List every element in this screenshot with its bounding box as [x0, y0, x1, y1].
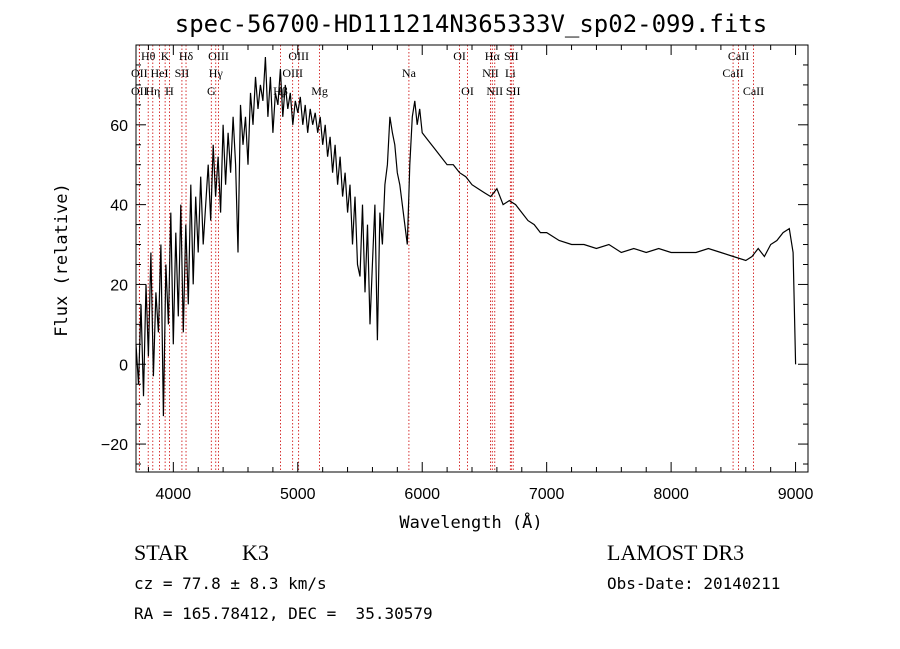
spectral-line-markers [138, 45, 754, 472]
subclass: K3 [242, 540, 269, 565]
line-label-19: Hα [485, 49, 501, 63]
obs-date: Obs-Date: 20140211 [607, 574, 781, 593]
x-tick-label-5: 9000 [778, 486, 814, 503]
line-label-3: K [161, 49, 170, 63]
x-tick-label-3: 7000 [529, 486, 565, 503]
line-label-26: CaII [722, 66, 743, 80]
line-label-1: OII [131, 66, 148, 80]
chart-title: spec-56700-HD111214N365333V_sp02-099.fit… [175, 10, 767, 38]
y-tick-label-0: −20 [101, 437, 128, 454]
y-tick-label-3: 40 [110, 198, 128, 215]
x-axis-label: Wavelength (Å) [399, 511, 542, 533]
y-axis-label: Flux (relative) [52, 183, 72, 337]
line-label-8: H [165, 84, 174, 98]
flux-series-line [135, 56, 797, 417]
line-label-7: SII [175, 66, 190, 80]
line-label-5: Hη [145, 84, 160, 98]
axis-tick-labels: 4000 5000 6000 7000 8000 9000 −20 0 20 40 60 [101, 118, 814, 503]
axis-ticks [136, 45, 808, 472]
line-label-20: SII [504, 49, 519, 63]
x-tick-label-4: 8000 [653, 486, 689, 503]
line-label-13: OIII [282, 66, 303, 80]
x-tick-label-2: 6000 [404, 486, 440, 503]
line-label-6: Hδ [179, 49, 194, 63]
line-label-17: OI [453, 49, 466, 63]
x-tick-label-0: 4000 [156, 486, 192, 503]
line-label-15: Mg [311, 84, 328, 98]
y-tick-label-2: 20 [110, 277, 128, 294]
ra-dec: RA = 165.78412, DEC = 35.30579 [134, 604, 433, 623]
plot-frame [135, 44, 809, 473]
line-label-10: Hγ [209, 66, 224, 80]
y-tick-label-4: 60 [110, 118, 128, 135]
line-label-27: CaII [743, 84, 764, 98]
line-label-9: OIII [208, 49, 229, 63]
line-label-16: Na [402, 66, 417, 80]
line-label-12: OIII [288, 49, 309, 63]
line-label-22: Li [505, 66, 516, 80]
line-label-2: OII [131, 84, 148, 98]
line-label-0: Hθ [141, 49, 156, 63]
line-label-4: HeI [151, 66, 169, 80]
line-label-24: SII [506, 84, 521, 98]
object-class: STAR [134, 540, 189, 565]
redshift-cz: cz = 77.8 ± 8.3 km/s [134, 574, 327, 593]
line-label-21: NII [482, 66, 499, 80]
spectrum-chart: spec-56700-HD111214N365333V_sp02-099.fit… [52, 10, 814, 533]
x-tick-label-1: 5000 [280, 486, 316, 503]
line-label-18: OI [461, 84, 474, 98]
y-tick-label-1: 0 [119, 357, 128, 374]
line-label-23: NII [486, 84, 503, 98]
line-label-25: CaII [728, 49, 749, 63]
survey-name: LAMOST DR3 [607, 540, 745, 565]
line-label-11: G [207, 84, 216, 98]
